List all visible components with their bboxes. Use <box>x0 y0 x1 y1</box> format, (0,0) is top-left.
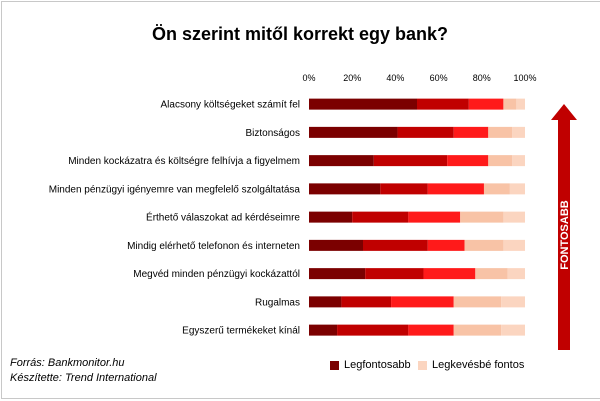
x-tick-label: 0% <box>302 73 315 83</box>
bar-segment <box>464 239 504 251</box>
source-text: Forrás: Bankmonitor.hu <box>10 357 125 369</box>
bar-segment <box>453 126 489 138</box>
bar-segment <box>475 268 508 280</box>
bar-segment <box>516 98 525 110</box>
bar-segment <box>309 211 353 223</box>
category-label: Minden kockázatra és költségre felhívja … <box>68 156 300 167</box>
x-tick-label: 80% <box>473 73 491 83</box>
bar-segment <box>509 183 525 195</box>
bar-chart: 0% 20% 40% 60% 80% 100% Alacsony költségeket s… <box>49 73 577 350</box>
bar-segment <box>423 268 476 280</box>
bar-segment <box>373 155 448 167</box>
bar-segment <box>512 155 525 167</box>
x-tick-label: 100% <box>513 73 536 83</box>
category-label: Megvéd minden pénzügyi kockázattól <box>133 269 300 280</box>
bar-segment <box>341 296 392 308</box>
bar-segment <box>488 126 513 138</box>
legend-label-most-important: Legfontosabb <box>344 359 411 371</box>
bar-segment <box>397 126 454 138</box>
bar-segment <box>408 324 454 336</box>
legend-swatch-most-important <box>330 360 339 370</box>
bar-segment <box>460 211 504 223</box>
x-tick-label: 40% <box>386 73 404 83</box>
legend-swatch-least-important <box>418 360 427 370</box>
bar-segment <box>417 98 469 110</box>
bar-segment <box>363 239 428 251</box>
bar-segment <box>337 324 409 336</box>
bar-segment <box>365 268 424 280</box>
bar-segment <box>380 183 428 195</box>
bar-segment <box>483 183 510 195</box>
x-tick-label: 60% <box>430 73 448 83</box>
bar-segment <box>309 155 374 167</box>
bar-segment <box>488 155 513 167</box>
bar-segment <box>512 126 525 138</box>
bar-segment <box>391 296 454 308</box>
category-label: Alacsony költségeket számít fel <box>160 100 300 111</box>
category-label: Rugalmas <box>255 297 300 308</box>
bar-segment <box>503 211 525 223</box>
bar-segment <box>352 211 409 223</box>
bar-segment <box>408 211 461 223</box>
bar-segment <box>507 268 525 280</box>
bar-segment <box>501 296 525 308</box>
bar-segment <box>309 324 338 336</box>
bar-segment <box>447 155 489 167</box>
bar-segment <box>309 126 398 138</box>
bar-segment <box>427 239 465 251</box>
legend-label-least-important: Legkevésbé fontos <box>432 359 525 371</box>
bar-segment <box>503 98 517 110</box>
bar-segment <box>309 296 342 308</box>
chart-title: Ön szerint mitől korrekt egy bank? <box>151 24 449 44</box>
bar-segment <box>468 98 504 110</box>
bar-segment <box>309 183 381 195</box>
bar-segment <box>309 98 417 110</box>
bar-segment <box>309 239 363 251</box>
bar-segment <box>501 324 525 336</box>
bar-segment <box>427 183 484 195</box>
x-tick-label: 20% <box>343 73 361 83</box>
category-label: Mindig elérhető telefonon és interneten <box>127 241 300 252</box>
category-label: Egyszerű termékeket kínál <box>182 326 300 337</box>
legend-item-most-important: Legfontosabb <box>330 359 411 371</box>
bar-segment <box>453 324 502 336</box>
arrow-label: FONTOSABB <box>559 200 571 270</box>
category-label: Biztonságos <box>246 128 300 139</box>
bar-segment <box>453 296 502 308</box>
category-label: Minden pénzügyi igényemre van megfelelő … <box>49 184 301 195</box>
legend-item-least-important: Legkevésbé fontos <box>418 359 524 371</box>
bar-segment <box>309 268 366 280</box>
importance-arrow <box>551 104 577 350</box>
bar-segment <box>503 239 525 251</box>
author-text: Készítette: Trend International <box>10 372 157 384</box>
category-label: Érthető válaszokat ad kérdéseimre <box>146 211 300 224</box>
